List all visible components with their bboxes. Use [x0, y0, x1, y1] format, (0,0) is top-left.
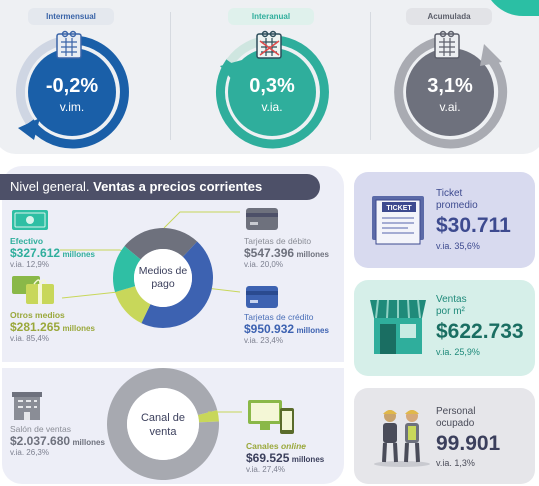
calendar-icon	[434, 30, 460, 59]
donut-segment	[113, 246, 141, 293]
donut-segment	[141, 241, 213, 328]
channel-diagram	[107, 368, 242, 480]
kpi-value: 0,3%	[249, 75, 295, 97]
kpi-ring	[216, 35, 329, 149]
donut-segment	[115, 286, 151, 324]
kpi-unit: v.ai.	[439, 100, 461, 114]
card-value: $30.711	[436, 214, 511, 237]
calendar-icon	[256, 30, 282, 59]
payment-donut	[113, 228, 213, 328]
donut-segment	[124, 228, 198, 260]
leader-line	[61, 291, 119, 299]
kpi-tab-label: Intermensual	[28, 8, 114, 25]
divider	[170, 12, 171, 140]
payment-item-efectivo: Efectivo $327.612 millones v.ia. 12,9%	[10, 236, 95, 269]
section-separator	[0, 362, 344, 368]
card-title-line1: Personal	[436, 406, 476, 417]
card-ticket-promedio: TICKET Ticket promedio $30.711 v.ia. 35,…	[354, 172, 535, 268]
item-unit: millones	[62, 324, 95, 333]
card-personal-ocupado: Personal ocupado 99.901 v.ia. 1,3%	[354, 388, 535, 484]
channel-center-label: Canal de venta	[140, 412, 186, 438]
workers-icon	[374, 410, 430, 467]
item-unit: millones	[291, 455, 325, 464]
leader-line	[163, 211, 240, 229]
item-name-suffix: online	[280, 441, 307, 451]
devices-icon	[248, 400, 294, 434]
kpi-unit: v.im.	[59, 100, 85, 114]
kpi-interanual: Interanual 0,3% v.ia.	[200, 8, 340, 158]
kpi-unit: v.ia.	[261, 100, 283, 114]
item-value: $950.932	[244, 322, 295, 336]
card-ventas-m2: Ventas por m² $622.733 v.ia. 25,9%	[354, 280, 535, 376]
cash-icon	[12, 210, 48, 230]
item-unit: millones	[72, 438, 105, 447]
card-yoy: v.ia. 25,9%	[436, 347, 480, 357]
ticket-icon: TICKET	[372, 196, 424, 245]
card-title: Ventas por m²	[436, 294, 467, 318]
kpi-ring	[16, 35, 129, 149]
card-yoy: v.ia. 35,6%	[436, 241, 480, 251]
kpi-tab-label: Acumulada	[406, 8, 492, 25]
channel-item-salon: Salón de ventas $2.037.680 millones v.ia…	[10, 424, 105, 457]
ticket-icon-label: TICKET	[386, 205, 412, 212]
item-unit: millones	[296, 250, 329, 259]
kpi-value: 3,1%	[427, 75, 473, 97]
item-name: Otros medios	[10, 310, 65, 320]
item-yoy: v.ia. 20,0%	[244, 260, 283, 269]
credit-card-icon	[246, 286, 278, 308]
item-value: $547.396	[244, 246, 295, 260]
store-icon	[370, 299, 426, 354]
card-title-line2: por m²	[436, 306, 465, 317]
gift-card-icon	[12, 276, 54, 304]
donut-segment	[107, 368, 219, 480]
headline-bold: Ventas a precios corrientes	[93, 179, 263, 194]
item-name: Efectivo	[10, 236, 44, 246]
item-unit: millones	[62, 250, 95, 259]
payment-item-debito: Tarjetas de débito $547.396 millones v.i…	[244, 236, 329, 269]
kpi-acumulada: Acumulada 3,1% v.ai.	[378, 8, 518, 158]
kpi-intermensual: Intermensual -0,2% v.im.	[0, 8, 140, 158]
card-title: Personal ocupado	[436, 406, 475, 430]
building-icon	[12, 392, 42, 420]
headline-prefix: Nivel general.	[10, 179, 90, 194]
section-headline: Nivel general. Ventas a precios corrient…	[0, 174, 320, 200]
kpi-tab-label: Interanual	[228, 8, 314, 25]
card-title-line1: Ticket	[436, 188, 463, 199]
item-value: $281.265	[10, 320, 61, 334]
donut-segment	[197, 410, 219, 423]
card-title-line2: promedio	[436, 200, 478, 211]
payment-diagram	[60, 211, 241, 328]
item-yoy: v.ia. 85,4%	[10, 334, 49, 343]
card-title: Ticket promedio	[436, 188, 478, 212]
item-value: $2.037.680	[10, 434, 71, 448]
item-yoy: v.ia. 23,4%	[244, 336, 283, 345]
donut-hole	[134, 249, 192, 307]
item-name: Salón de ventas	[10, 424, 71, 434]
item-value: $327.612	[10, 246, 61, 260]
payment-item-otros: Otros medios $281.265 millones v.ia. 85,…	[10, 310, 95, 343]
kpi-value: -0,2%	[45, 75, 99, 97]
debit-card-icon	[246, 208, 278, 230]
payment-item-credito: Tarjetas de crédito $950.932 millones v.…	[244, 312, 329, 345]
item-name: Canales	[246, 441, 279, 451]
item-yoy: v.ia. 27,4%	[246, 465, 285, 474]
channel-donut	[107, 368, 219, 480]
item-name: Tarjetas de débito	[244, 236, 312, 246]
card-yoy: v.ia. 1,3%	[436, 458, 475, 468]
item-yoy: v.ia. 12,9%	[10, 260, 49, 269]
card-title-line1: Ventas	[436, 294, 467, 305]
calendar-icon	[56, 30, 82, 59]
divider	[370, 12, 371, 140]
card-value: $622.733	[436, 320, 524, 343]
payment-center-label: Medios de pago	[138, 265, 188, 290]
channel-item-online: Canales online $69.525 millones v.ia. 27…	[246, 441, 324, 474]
kpi-ring	[394, 35, 508, 149]
donut-hole	[127, 388, 199, 460]
card-value: 99.901	[436, 432, 501, 455]
item-unit: millones	[296, 326, 329, 335]
item-yoy: v.ia. 26,3%	[10, 448, 49, 457]
item-name: Tarjetas de crédito	[244, 312, 314, 322]
card-title-line2: ocupado	[436, 418, 475, 429]
item-value: $69.525	[246, 451, 290, 465]
